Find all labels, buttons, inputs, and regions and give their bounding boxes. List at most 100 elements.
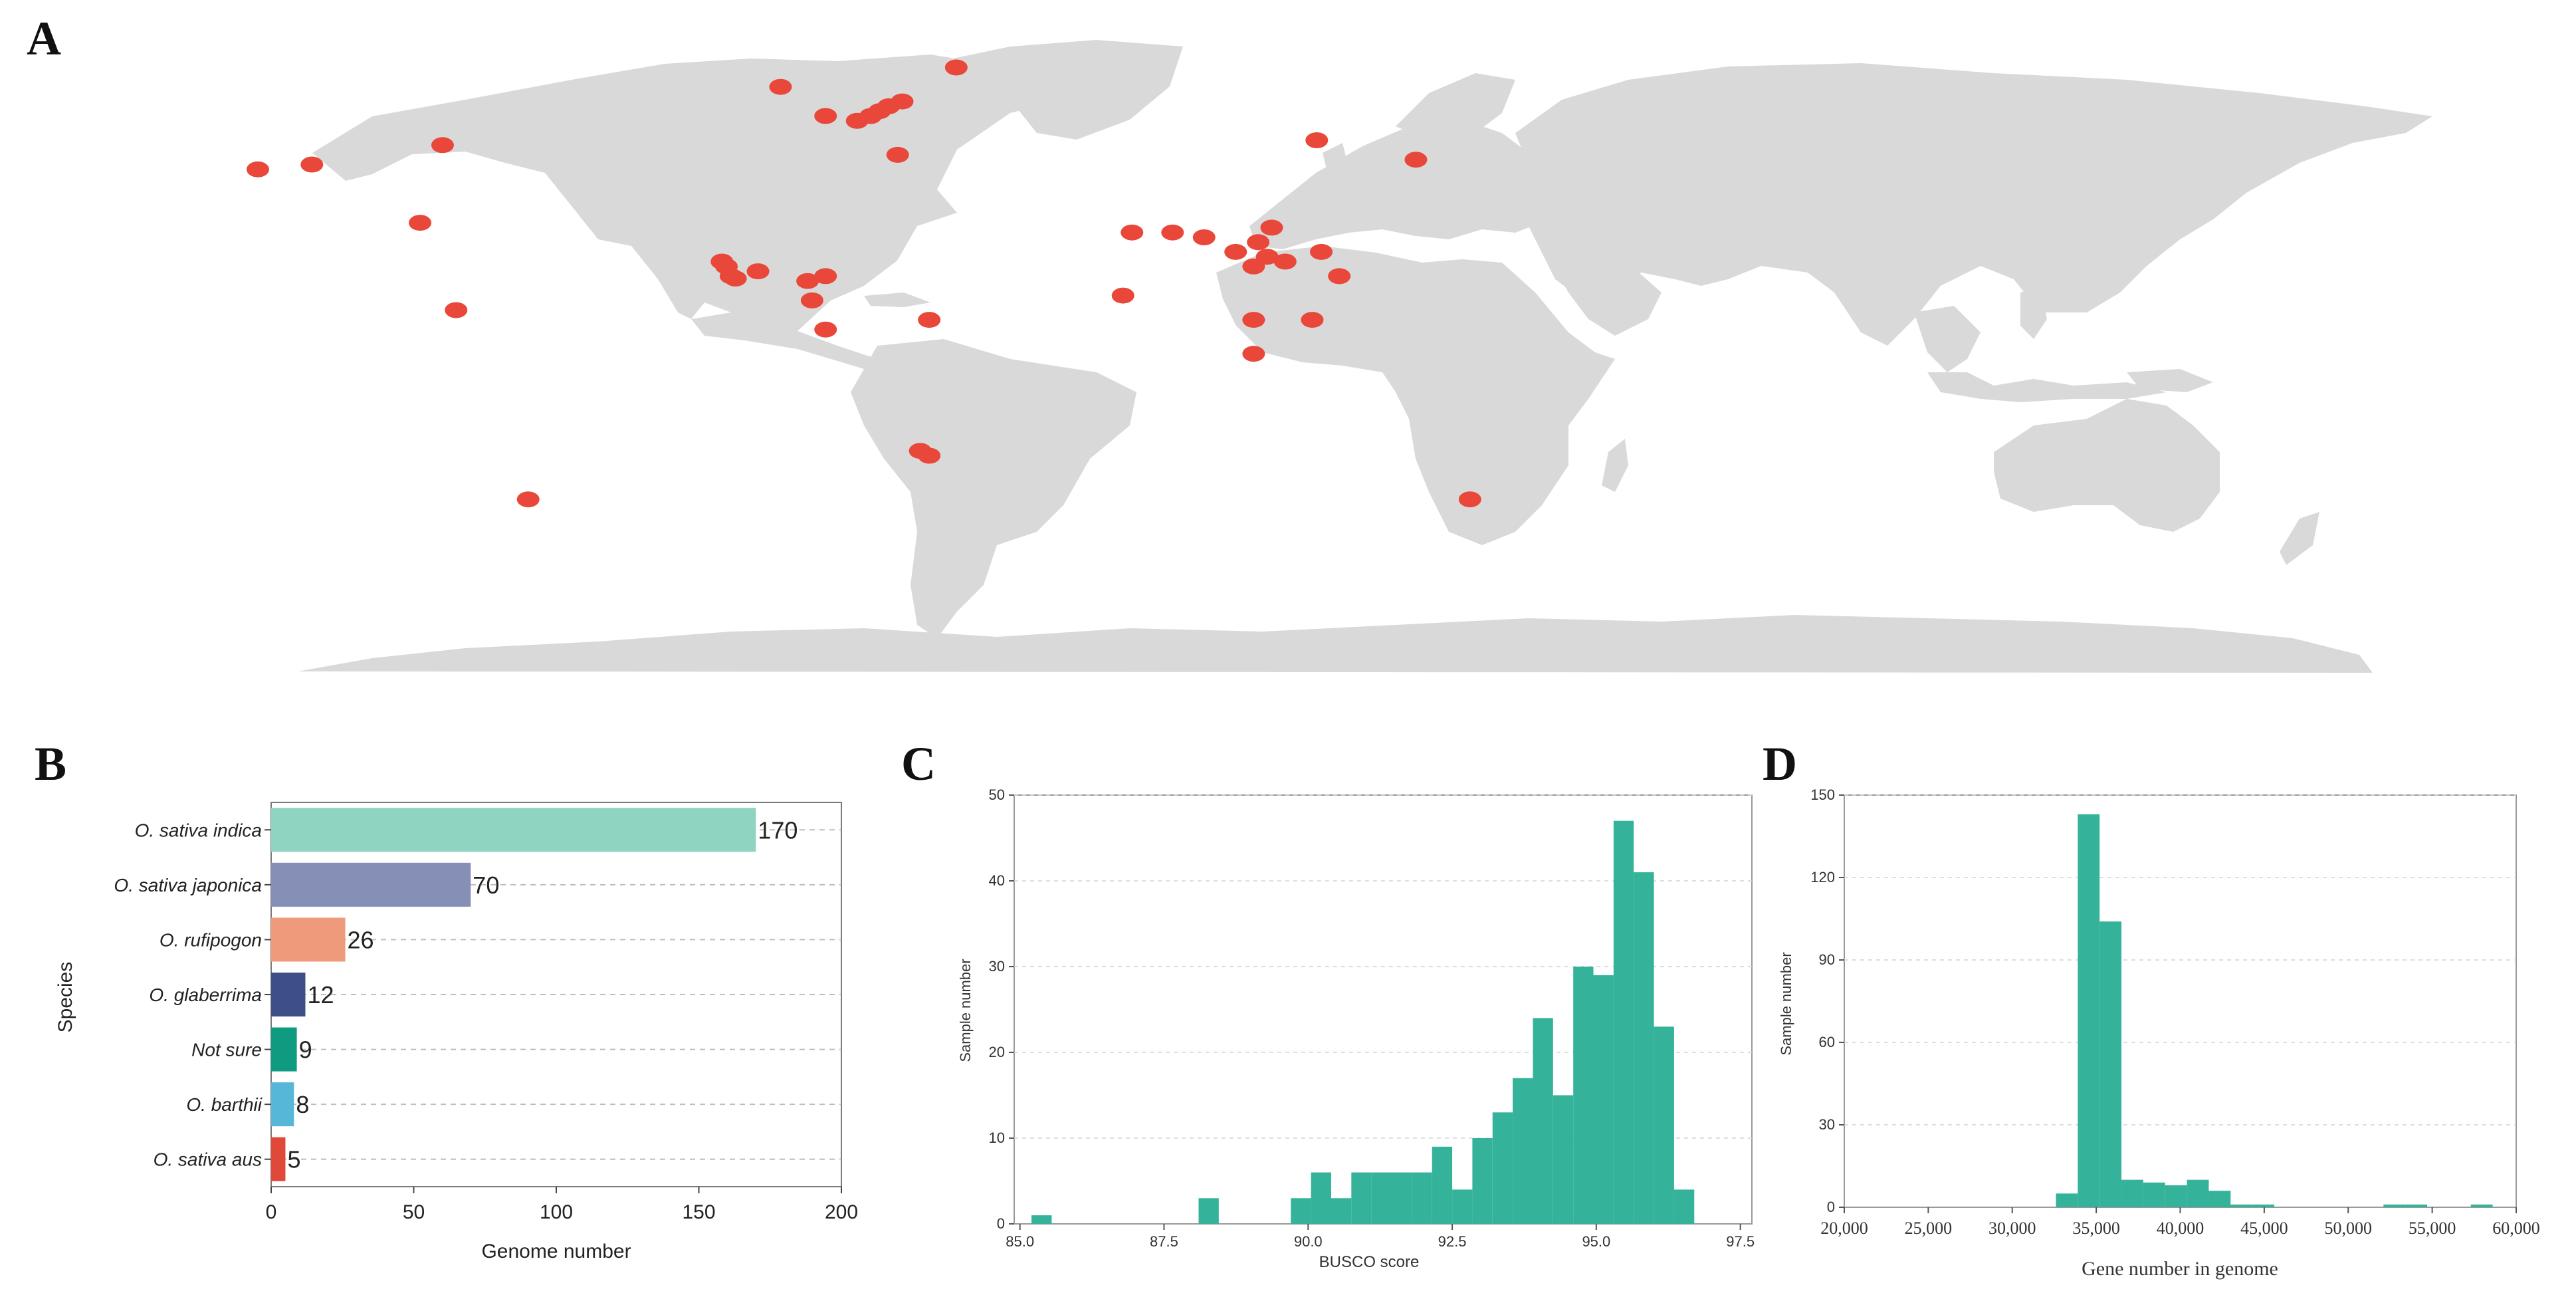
map-point [1458,491,1481,508]
landmass-indonesia [1927,372,2167,402]
map-point [1310,243,1333,260]
landmass-south-america [851,339,1136,638]
map-point [1404,152,1428,168]
landmass-japan [2127,193,2173,246]
landmass-uk [1323,143,1349,179]
map-point [1224,243,1247,260]
histogram-bar [2143,1182,2165,1207]
landmass-europe [1249,120,1568,249]
y-axis-label-b: Species [54,962,76,1033]
histogram-bar [1593,975,1614,1224]
category-label: O. glaberrima [149,985,262,1005]
landmass-madagascar [1602,439,1628,492]
histogram-bar [1198,1198,1219,1224]
bar [271,917,346,962]
map-point [918,447,941,464]
category-label: O. sativa indica [135,820,262,840]
landmass-asia [1515,63,2432,346]
histogram-bar [1673,1189,1695,1224]
category-label: O. rufipogon [160,929,262,950]
landmass-southeast-asia [1914,306,1981,372]
value-labels-b: 170 70 26 12 9 8 5 [287,816,798,1173]
map-point [1242,346,1265,362]
map-point [1255,249,1279,265]
category-labels-b: O. sativa indica O. sativa japonica O. ruf… [114,820,262,1169]
x-tick-label: 85.0 [1006,1233,1034,1250]
gene-number-histogram: 20,000 25,000 30,000 35,000 40,000 45,000 50,0… [1778,786,2540,1280]
x-tick-label: 30,000 [1988,1219,2036,1238]
bar [271,1137,286,1181]
x-tick-label: 87.5 [1150,1233,1178,1250]
x-tick-label: 45,000 [2240,1219,2288,1238]
x-axis-label-b: Genome number [481,1240,631,1262]
x-tick-label: 200 [825,1201,858,1223]
sample-location-points [246,59,1481,508]
x-tick-label: 25,000 [1905,1219,1953,1238]
histogram-bar [2121,1179,2143,1207]
bar [271,808,756,852]
landmass-australia [1994,399,2220,532]
map-point [814,321,837,338]
busco-histogram: 85.0 87.5 90.0 92.5 95.0 97.5 0 10 20 30 40 50 BUS… [957,786,1755,1271]
category-label: O. sativa aus [154,1149,262,1170]
histogram-bar [1513,1078,1533,1224]
histogram-bar [2470,1204,2493,1207]
x-tick-labels-d: 20,000 25,000 30,000 35,000 40,000 45,000 50,0… [1820,1207,2540,1238]
histogram-bar [1533,1018,1553,1224]
value-label: 170 [758,816,798,844]
map-point [769,78,792,95]
map-point [1111,287,1134,304]
species-bar-chart: O. sativa indica O. sativa japonica O. ruf… [54,802,858,1262]
x-tick-label: 100 [540,1201,573,1223]
landmass-greenland [930,40,1183,140]
category-label: O. barthii [186,1094,262,1115]
value-label: 5 [287,1146,300,1173]
map-point [796,273,819,289]
histogram-bar [1311,1172,1331,1224]
panel-label-a: A [27,12,61,65]
value-label: 70 [473,872,499,899]
map-point [1247,234,1270,251]
map-point [1242,312,1265,328]
histogram-bar [1613,820,1634,1224]
histogram-bar [1553,1095,1574,1224]
y-tick-label: 120 [1810,869,1835,886]
histogram-bar [1031,1215,1052,1224]
gridlines-d [1844,794,2516,1125]
panel-label-d: D [1763,737,1797,790]
landmass-arabia [1549,253,1662,336]
value-label: 9 [299,1036,312,1064]
category-label: Not sure [191,1040,262,1060]
x-axis-label-c: BUSCO score [1319,1253,1420,1271]
map-point [918,312,941,328]
panel-label-b: B [35,737,66,790]
histogram-bar [2405,1204,2428,1207]
histogram-bar [2078,814,2100,1207]
landmass-philippines [2020,286,2047,339]
panel-label-c: C [901,737,936,790]
map-point [814,108,837,124]
bars-c [1031,820,1695,1224]
y-tick-label: 0 [997,1215,1005,1232]
plot-frame-d [1844,794,2517,1208]
x-tick-label: 97.5 [1726,1233,1755,1250]
histogram-bar [1392,1172,1412,1224]
x-tick-label: 50,000 [2325,1219,2373,1238]
bar [271,1027,297,1072]
x-tick-label: 40,000 [2157,1219,2204,1238]
y-tick-labels-c: 0 10 20 30 40 50 [989,786,1014,1232]
histogram-bar [1634,872,1654,1224]
map-point [746,263,770,280]
x-axis-label-d: Gene number in genome [2082,1258,2278,1280]
histogram-bar [1654,1026,1674,1224]
x-tick-label: 0 [266,1201,277,1223]
y-tick-label: 0 [1827,1199,1835,1215]
histogram-bar [1412,1172,1432,1224]
histogram-bar [2165,1185,2187,1207]
x-tick-label: 50 [403,1201,425,1223]
landmass-central-america [691,312,877,369]
value-label: 26 [348,926,374,953]
plot-frame-b [270,802,842,1187]
landmass-scandinavia [1396,73,1515,143]
map-point [814,268,837,285]
